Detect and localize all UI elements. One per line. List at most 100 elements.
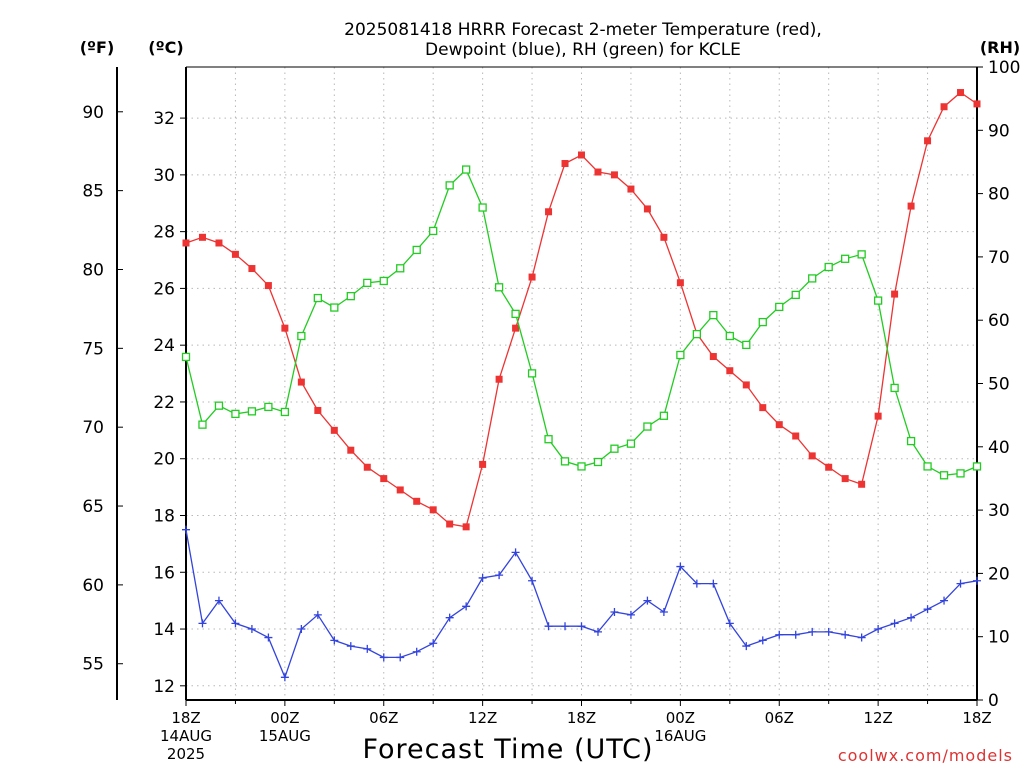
fahrenheit-tick-label: 80 (82, 260, 104, 280)
rh-point (478, 203, 487, 212)
fahrenheit-tick-label: 75 (82, 339, 104, 359)
celsius-tick-label: 24 (153, 336, 175, 356)
fahrenheit-unit-label: (ºF) (80, 38, 115, 57)
dewpoint-point (907, 613, 916, 622)
series-dewpoint (182, 525, 981, 682)
temperature-point (858, 480, 866, 488)
rh-point (198, 420, 207, 429)
x-tick-label: 00Z (666, 709, 695, 727)
dewpoint-point (297, 625, 306, 634)
x-axis-label: Forecast Time (UTC) (362, 734, 653, 765)
temperature-point (330, 426, 338, 434)
rh-tick-label: 90 (988, 121, 1010, 141)
rh-point (692, 329, 702, 339)
temperature-point (198, 233, 206, 241)
dewpoint-point (313, 610, 322, 619)
temperature-point (215, 239, 223, 247)
dewpoint-point (412, 647, 421, 656)
temperature-point (841, 475, 849, 483)
dewpoint-point (577, 622, 586, 631)
dewpoint-point (214, 596, 223, 605)
x-tick-label: 00Z (270, 709, 299, 727)
rh-line (185, 168, 978, 476)
celsius-tick-label: 30 (153, 166, 175, 186)
fahrenheit-tick-label: 90 (82, 103, 104, 123)
dewpoint-point (330, 636, 339, 645)
temperature-point (940, 103, 948, 111)
dewpoint-point (346, 642, 355, 651)
temperature-point (545, 208, 553, 216)
rh-point (758, 317, 767, 327)
rh-tick-label: 30 (988, 501, 1010, 521)
dewpoint-point (198, 619, 207, 628)
temperature-point (742, 381, 750, 389)
celsius-tick-label: 20 (153, 450, 175, 470)
dewpoint-point (280, 673, 289, 682)
grid-lines (186, 67, 977, 700)
temperature-point (660, 233, 668, 241)
rh-point (939, 471, 949, 480)
x-tick-label: 18Z (171, 709, 200, 727)
celsius-tick-label: 32 (153, 109, 175, 129)
rh-point (379, 276, 388, 286)
fahrenheit-tick-label: 65 (82, 497, 104, 517)
dewpoint-point (890, 619, 899, 628)
rh-tick-label: 40 (988, 438, 1010, 458)
rh-point (280, 407, 290, 417)
rh-point (890, 383, 899, 393)
temperature-point (446, 520, 454, 528)
temperature-point (281, 324, 289, 332)
rh-tick-label: 50 (988, 375, 1010, 395)
rh-point (363, 278, 372, 288)
x-tick-label: 2025 (167, 745, 205, 763)
dewpoint-point (363, 644, 372, 653)
celsius-tick-label: 18 (153, 506, 175, 526)
temperature-point (973, 100, 981, 108)
x-tick-label: 18Z (962, 709, 991, 727)
chart-title-line-1: 2025081418 HRRR Forecast 2-meter Tempera… (344, 20, 822, 40)
rh-axis-ticks: 0 10 20 30 40 50 60 70 80 90 100 (977, 58, 1020, 711)
temperature-point (775, 421, 783, 429)
celsius-tick-label: 26 (153, 279, 175, 299)
rh-point (873, 296, 883, 305)
temperature-point (891, 290, 899, 298)
temperature-point (627, 185, 635, 193)
dewpoint-point (182, 525, 190, 534)
rh-point (412, 245, 421, 255)
series-rh (181, 165, 982, 480)
dewpoint-point (626, 610, 635, 619)
temperature-point (792, 432, 800, 440)
temperature-point (314, 406, 322, 414)
temperature-point (578, 151, 585, 159)
dewpoint-point (379, 653, 388, 662)
dewpoint-point (511, 548, 520, 557)
dewpoint-point (462, 602, 471, 611)
rh-tick-label: 60 (988, 311, 1010, 331)
dewpoint-point (808, 627, 817, 636)
rh-point (725, 331, 734, 341)
temperature-point (380, 475, 388, 483)
dewpoint-point (709, 579, 718, 588)
temperature-point (676, 279, 684, 287)
rh-tick-label: 20 (988, 564, 1010, 584)
series-temperature (182, 89, 981, 531)
dewpoint-point (940, 596, 949, 605)
celsius-tick-label: 16 (153, 563, 175, 583)
dewpoint-point (445, 613, 454, 622)
x-tick-label: 18Z (567, 709, 596, 727)
dewpoint-point (643, 596, 652, 605)
rh-point (626, 439, 636, 448)
rh-point (709, 310, 718, 320)
temperature-point (182, 239, 190, 247)
dewpoint-point (956, 579, 965, 588)
rh-point (396, 264, 405, 273)
rh-point (659, 411, 669, 420)
rh-point (461, 165, 471, 174)
dewpoint-point (561, 622, 570, 631)
temperature-point (297, 378, 305, 386)
rh-tick-label: 0 (988, 691, 999, 711)
dewpoint-point (742, 642, 751, 651)
celsius-tick-label: 14 (153, 620, 175, 640)
rh-point (231, 409, 240, 419)
